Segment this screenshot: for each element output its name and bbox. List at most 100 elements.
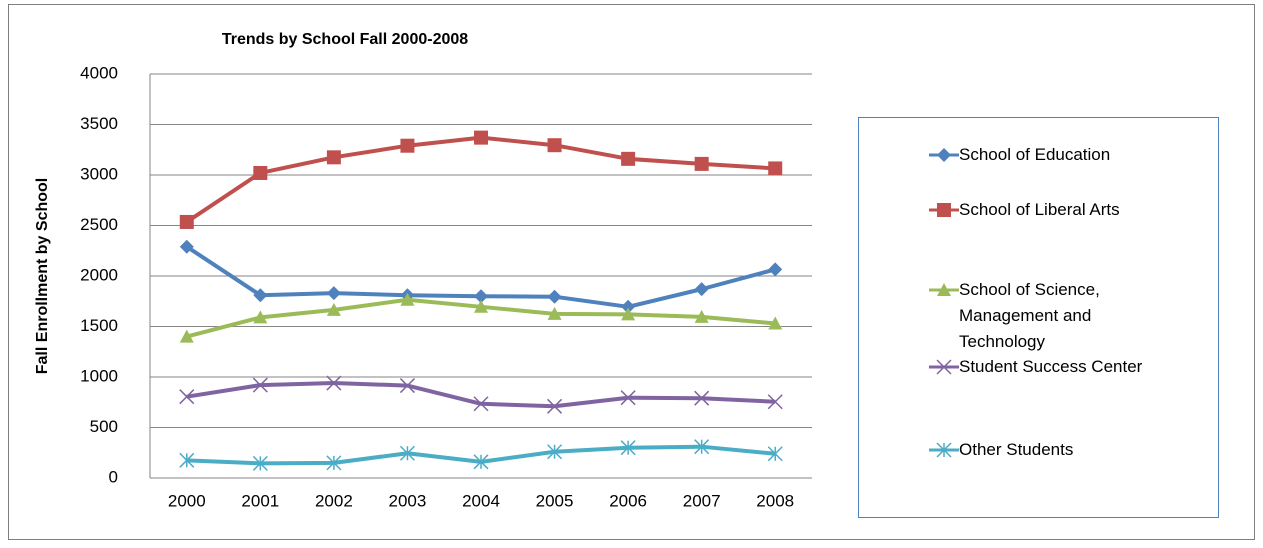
x-tick-label: 2007 (683, 491, 721, 510)
marker (547, 444, 563, 460)
marker (400, 138, 415, 153)
marker (399, 378, 415, 394)
marker-shape (937, 283, 951, 296)
marker-shape (547, 289, 562, 304)
legend-label: Student Success Center (959, 357, 1143, 376)
marker-shape (620, 390, 636, 406)
y-axis-label: Fall Enrollment by School (34, 178, 51, 374)
x-tick-label: 2005 (536, 491, 574, 510)
marker-shape (621, 307, 636, 321)
legend-label: School of Science, Management and Techno… (959, 280, 1100, 351)
marker (694, 156, 709, 171)
marker (694, 282, 709, 297)
legend-box (858, 117, 1219, 518)
marker-shape (253, 310, 268, 324)
marker (547, 398, 563, 414)
marker (768, 316, 783, 330)
marker-shape (937, 148, 951, 162)
y-tick-label: 3500 (80, 114, 118, 133)
marker (326, 375, 342, 391)
y-tick-label: 1000 (80, 366, 118, 385)
y-tick-label: 1500 (80, 316, 118, 335)
marker (179, 389, 195, 405)
marker-shape (547, 306, 562, 320)
x-tick-label: 2004 (462, 491, 500, 510)
legend-label: School of Liberal Arts (959, 200, 1120, 219)
marker-shape (400, 292, 415, 306)
legend-label: School of Education (959, 145, 1111, 164)
marker (474, 289, 488, 304)
y-tick-label: 4000 (80, 63, 118, 82)
marker-shape (547, 398, 563, 414)
marker (473, 396, 489, 412)
marker-shape (253, 288, 268, 303)
chart-title: Trends by School Fall 2000-2008 (222, 31, 468, 48)
marker (474, 299, 488, 313)
y-tick-label: 2000 (80, 265, 118, 284)
marker-shape (474, 130, 488, 145)
marker (937, 283, 951, 296)
marker (252, 455, 268, 471)
marker (400, 292, 415, 306)
marker-shape (768, 316, 783, 330)
marker-shape (473, 396, 489, 412)
marker (179, 214, 194, 229)
marker-shape (767, 394, 783, 410)
marker-shape (474, 289, 488, 304)
marker (694, 439, 710, 455)
marker-shape (179, 329, 194, 343)
marker-shape (326, 302, 341, 316)
y-tick-label: 0 (109, 467, 118, 486)
marker (620, 390, 636, 406)
marker-shape (937, 203, 951, 217)
marker (937, 148, 951, 162)
marker (694, 390, 710, 406)
marker-shape (547, 138, 562, 153)
marker-shape (400, 138, 415, 153)
marker (936, 442, 952, 458)
marker (473, 454, 489, 470)
y-tick-label: 2500 (80, 215, 118, 234)
marker (547, 306, 562, 320)
marker (179, 239, 194, 254)
marker (326, 150, 341, 165)
marker (253, 310, 268, 324)
x-tick-label: 2006 (609, 491, 647, 510)
x-tick-label: 2003 (389, 491, 427, 510)
marker (620, 440, 636, 456)
marker (326, 455, 342, 471)
marker (547, 138, 562, 153)
marker (621, 299, 636, 314)
x-tick-label: 2001 (241, 491, 279, 510)
marker-shape (179, 239, 194, 254)
marker-shape (326, 375, 342, 391)
marker-shape (768, 262, 783, 277)
marker (621, 307, 636, 321)
marker (768, 262, 783, 277)
marker (621, 151, 636, 166)
marker-shape (252, 377, 268, 393)
marker (767, 394, 783, 410)
marker-shape (326, 150, 341, 165)
marker (252, 377, 268, 393)
marker-shape (179, 214, 194, 229)
marker-shape (399, 378, 415, 394)
marker (768, 161, 783, 176)
marker-shape (694, 282, 709, 297)
marker (937, 203, 951, 217)
marker-shape (326, 286, 341, 301)
marker (399, 445, 415, 461)
marker-shape (694, 156, 709, 171)
marker (694, 309, 709, 323)
marker (547, 289, 562, 304)
marker-shape (179, 389, 195, 405)
marker-shape (768, 161, 783, 176)
marker (253, 165, 268, 180)
marker-shape (621, 151, 636, 166)
marker-shape (474, 299, 488, 313)
marker (179, 452, 195, 468)
x-tick-label: 2008 (756, 491, 794, 510)
marker-shape (694, 309, 709, 323)
marker-shape (936, 359, 952, 375)
